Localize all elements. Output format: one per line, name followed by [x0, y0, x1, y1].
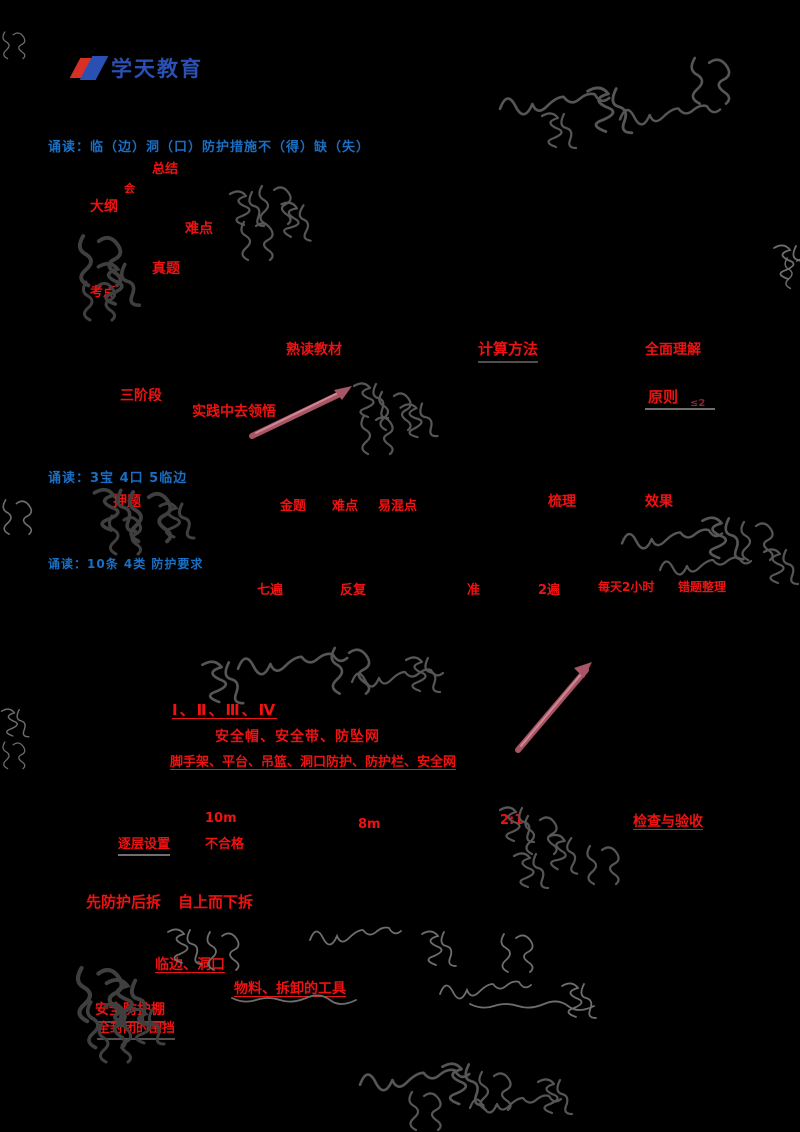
row1-item-4: 易混点 [378, 499, 418, 514]
row2-item-2: 反复 [340, 583, 367, 598]
roman-numerals: Ⅰ、Ⅱ、Ⅲ、Ⅳ [172, 701, 278, 719]
metric-8m: 8m [358, 817, 381, 832]
row2-item-3: 准 [467, 583, 481, 598]
note-key-points: 考点 [90, 285, 117, 300]
note-summary: 总结 [152, 162, 179, 177]
note-materials-tools: 物料、拆卸的工具 [234, 981, 346, 997]
logo: 学天教育 [69, 54, 203, 82]
row1-item-6: 效果 [645, 494, 673, 510]
handwriting-section1-right [228, 184, 317, 262]
note-practice: 实践中去领悟 [192, 404, 276, 420]
handwriting-section2 [352, 382, 439, 456]
note-layer-setup: 逐层设置 [118, 833, 171, 856]
row2-item-6: 错题整理 [678, 580, 727, 594]
row1-item-3: 难点 [332, 499, 359, 514]
handwriting-chapter-title [201, 646, 445, 705]
logo-slash-icon [69, 56, 109, 80]
rule-protect-first: 先防护后拆 [86, 893, 162, 911]
note-unqualified: 不合格 [205, 837, 245, 852]
logo-brand-text: 学天教育 [111, 57, 203, 81]
note-real-questions: 真题 [152, 261, 180, 277]
row2-item-1: 七遍 [257, 583, 284, 598]
note-calc-method: 计算方法 [478, 338, 539, 363]
handwriting-section1-left [77, 234, 141, 322]
note-enclosure: 全封闭的围挡 [97, 1017, 176, 1040]
metric-10m: 10m [205, 811, 237, 826]
heading-recite-1: 诵读：临（边）洞（口）防护措施不（得）缺（失） [48, 140, 371, 155]
handwriting-right-cluster [620, 516, 800, 586]
row1-item-5: 梳理 [548, 494, 576, 510]
safety-items-list: 脚手架、平台、吊篮、洞口防护、防护栏、安全网 [170, 755, 457, 770]
row1-item-2: 金题 [280, 499, 307, 514]
handwriting-below-heading2 [92, 487, 196, 556]
principle-underline [645, 408, 715, 410]
pink-arrow-up-2 [515, 662, 592, 753]
handwriting-top-right [498, 56, 731, 150]
note-principle-extra: ≤2 [690, 398, 706, 409]
note-edge-openings: 临边、洞口 [155, 957, 225, 973]
note-full-understanding: 全面理解 [645, 342, 701, 358]
metric-ratio: 2:1 [500, 813, 524, 828]
note-difficulty: 难点 [185, 221, 213, 237]
note-outline: 大纲 [90, 199, 118, 215]
row1-item-1: 押题 [113, 494, 141, 510]
handwriting-openings-above [167, 926, 597, 1019]
handwriting-bottom [358, 1062, 574, 1132]
row2-item-4: 2遍 [538, 583, 561, 598]
note-inspection: 检查与验收 [633, 814, 703, 830]
note-principle: 原则 [648, 388, 679, 406]
safety-triple: 安全帽、安全带、防坠网 [215, 729, 380, 745]
note-read-textbook: 熟读教材 [286, 342, 342, 358]
handwriting-left-margin [0, 31, 33, 770]
row2-item-5: 每天2小时 [598, 580, 655, 594]
note-stages: 三阶段 [120, 388, 162, 404]
heading-recite-2: 诵读：3宝 4口 5临边 [48, 471, 188, 486]
note-small: 会 [124, 182, 135, 195]
rule-top-down: 自上而下拆 [178, 893, 254, 911]
heading-recite-3: 诵读：10条 4类 防护要求 [48, 557, 204, 571]
handwriting-right-margin [773, 244, 800, 290]
